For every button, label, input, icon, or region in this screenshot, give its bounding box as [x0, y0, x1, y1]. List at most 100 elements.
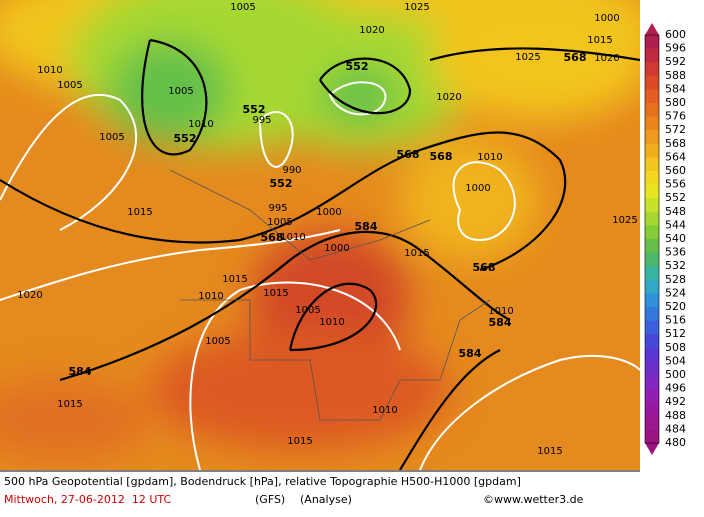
colorbar-segment — [645, 184, 659, 199]
height-contour-label: 584 — [69, 365, 92, 378]
colorbar-label: 580 — [665, 96, 686, 109]
pressure-contour-label: 1010 — [37, 65, 62, 76]
colorbar-segment — [645, 361, 659, 376]
colorbar-label: 548 — [665, 205, 686, 218]
colorbar-segment — [645, 347, 659, 362]
pressure-contour-label: 1015 — [587, 35, 612, 46]
footer-credit: ©www.wetter3.de — [483, 493, 584, 506]
colorbar-label: 572 — [665, 123, 686, 136]
colorbar-bottom-arrow — [645, 443, 659, 455]
colorbar-label: 512 — [665, 327, 686, 340]
pressure-contour-label: 1010 — [372, 405, 397, 416]
colorbar-label: 500 — [665, 368, 686, 381]
colorbar-segment — [645, 415, 659, 430]
colorbar-label: 508 — [665, 341, 686, 354]
footer-description: 500 hPa Geopotential [gpdam], Bodendruck… — [4, 475, 521, 488]
map: 552 552 552 552 568 568 568 568 568 584 584 584 584 1… — [0, 0, 640, 470]
colorbar-segment — [645, 307, 659, 322]
height-contour-label: 584 — [489, 316, 512, 329]
pressure-contour-label: 990 — [282, 165, 301, 176]
pressure-contour-label: 1000 — [316, 207, 341, 218]
colorbar-segment — [645, 429, 659, 444]
height-contour-label: 584 — [355, 220, 378, 233]
colorbar-label: 552 — [665, 191, 686, 204]
pressure-contour-label: 1015 — [127, 207, 152, 218]
colorbar-label: 544 — [665, 218, 686, 231]
colorbar-segment — [645, 279, 659, 294]
colorbar-segment — [645, 402, 659, 417]
colorbar-label: 488 — [665, 409, 686, 422]
pressure-contour-label: 1005 — [295, 305, 320, 316]
pressure-contour-label: 1020 — [436, 92, 461, 103]
colorbar-segment — [645, 103, 659, 118]
colorbar-segment — [645, 266, 659, 281]
colorbar-segment — [645, 157, 659, 172]
colorbar-label: 564 — [665, 150, 686, 163]
pressure-contour-label: 1010 — [280, 232, 305, 243]
colorbar-segment — [645, 375, 659, 390]
height-contour-label: 552 — [243, 103, 266, 116]
colorbar-label: 588 — [665, 69, 686, 82]
colorbar-label: 484 — [665, 422, 686, 435]
colorbar-label: 600 — [665, 28, 686, 41]
pressure-contour-label: 1025 — [612, 215, 637, 226]
pressure-contour-label: 1025 — [515, 52, 540, 63]
pressure-contour-label: 1020 — [359, 25, 384, 36]
colorbar-label: 520 — [665, 300, 686, 313]
colorbar-label: 516 — [665, 314, 686, 327]
footer-date: Mittwoch, 27-06-2012 12 UTC — [4, 493, 171, 506]
colorbar-label: 492 — [665, 395, 686, 408]
colorbar-frame — [644, 34, 660, 444]
pressure-contour-label: 1010 — [319, 317, 344, 328]
colorbar-label: 592 — [665, 55, 686, 68]
pressure-contour-label: 1015 — [287, 436, 312, 447]
colorbar-segment — [645, 198, 659, 213]
height-contour-label: 568 — [397, 148, 420, 161]
colorbar-segment — [645, 48, 659, 63]
colorbar-label: 496 — [665, 382, 686, 395]
pressure-contour-label: 1000 — [465, 183, 490, 194]
colorbar-label: 576 — [665, 110, 686, 123]
height-contour-label: 552 — [270, 177, 293, 190]
colorbar-segment — [645, 388, 659, 403]
colorbar-label: 536 — [665, 246, 686, 259]
height-contour-label: 568 — [430, 150, 453, 163]
height-contour-label: 568 — [473, 261, 496, 274]
colorbar-segment — [645, 116, 659, 131]
pressure-contour-label: 1020 — [17, 290, 42, 301]
colorbar-segment — [645, 239, 659, 254]
height-contour-label: 568 — [564, 51, 587, 64]
pressure-contour-label: 1010 — [477, 152, 502, 163]
pressure-contour-label: 1005 — [99, 132, 124, 143]
pressure-contour-label: 1000 — [324, 243, 349, 254]
pressure-contour-label: 1015 — [57, 399, 82, 410]
pressure-contour-label: 995 — [268, 203, 287, 214]
colorbar-label: 532 — [665, 259, 686, 272]
footer-model: (GFS) — [255, 493, 285, 506]
colorbar-segment — [645, 225, 659, 240]
colorbar-segment — [645, 211, 659, 226]
height-contour-label: 584 — [459, 347, 482, 360]
colorbar-segment — [645, 35, 659, 50]
colorbar-label: 596 — [665, 42, 686, 55]
footer-analysis: (Analyse) — [300, 493, 352, 506]
colorbar-segment — [645, 62, 659, 77]
pressure-contour-label: 1020 — [594, 53, 619, 64]
pressure-contour-label: 1005 — [205, 336, 230, 347]
pressure-contour-label: 1005 — [267, 217, 292, 228]
colorbar-segment — [645, 334, 659, 349]
pressure-contour-label: 1005 — [57, 80, 82, 91]
colorbar-segment — [645, 130, 659, 145]
colorbar-label: 540 — [665, 232, 686, 245]
pressure-contour-label: 995 — [252, 115, 271, 126]
colorbar-label: 480 — [665, 436, 686, 449]
colorbar: 6005965925885845805765725685645605565525… — [644, 23, 686, 455]
colorbar-label: 560 — [665, 164, 686, 177]
height-contour-label: 552 — [346, 60, 369, 73]
colorbar-label: 556 — [665, 178, 686, 191]
colorbar-segment — [645, 75, 659, 90]
pressure-contour-label: 1010 — [198, 291, 223, 302]
height-contour-label: 568 — [261, 231, 284, 244]
height-contour-label: 552 — [174, 132, 197, 145]
